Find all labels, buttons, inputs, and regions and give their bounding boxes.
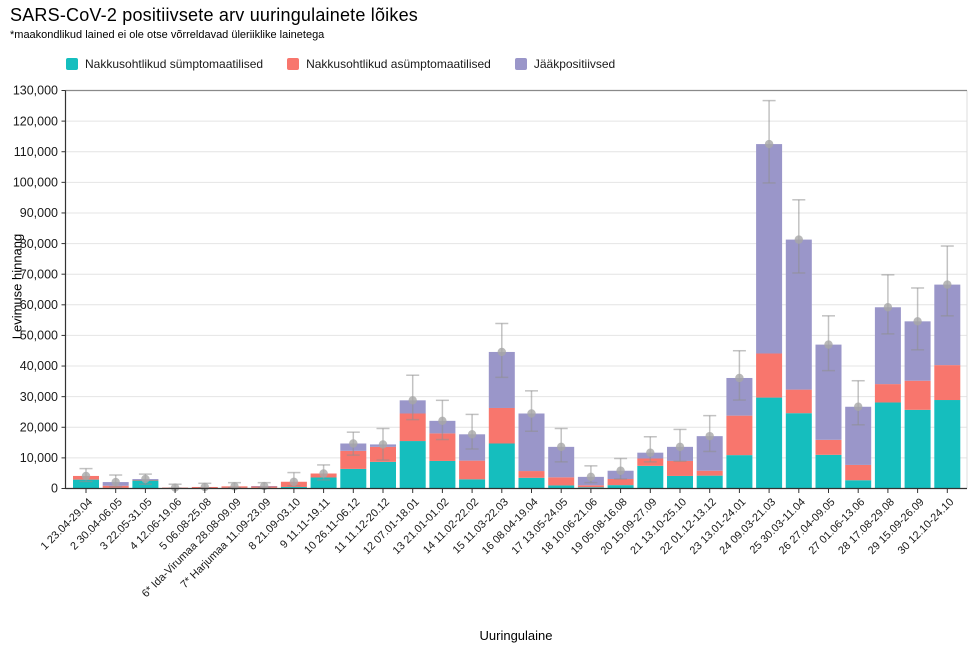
point-estimate <box>913 317 922 326</box>
bar-segment <box>577 485 604 488</box>
bar-segment <box>548 485 575 489</box>
bar-segment <box>696 470 723 476</box>
bar-segment <box>785 389 812 414</box>
y-tick-label: 90,000 <box>20 206 58 220</box>
bar-segment <box>874 384 901 403</box>
chart-title: SARS-CoV-2 positiivsete arv uuringulaine… <box>10 5 418 25</box>
bar-segment <box>429 460 456 489</box>
bar-segment <box>548 477 575 486</box>
bar-segment <box>904 380 931 410</box>
point-estimate <box>319 469 328 478</box>
point-estimate <box>408 396 417 405</box>
legend-label-residual: Jääkpositiivsed <box>533 57 616 71</box>
bar-segment <box>340 468 367 489</box>
bar-segment <box>934 365 961 401</box>
point-estimate <box>794 235 803 244</box>
point-estimate <box>438 416 447 426</box>
bar-segment <box>667 460 693 476</box>
legend-item-residual: Jääkpositiivsed <box>514 57 616 71</box>
y-tick-label: 50,000 <box>20 329 58 343</box>
point-estimate <box>467 430 477 439</box>
bar-segment <box>73 479 99 489</box>
y-tick-label: 0 <box>51 482 58 496</box>
point-estimate <box>586 472 596 482</box>
bar-segment <box>815 454 842 489</box>
point-estimate <box>378 440 388 449</box>
bar-segment <box>607 485 634 489</box>
bar-segment <box>845 464 872 481</box>
legend-item-symptomatic: Nakkusohtlikud sümptomaatilised <box>66 57 263 71</box>
point-estimate <box>735 373 744 383</box>
legend: Nakkusohtlikud sümptomaatilised Nakkusoh… <box>66 57 615 71</box>
bar-segment <box>845 480 872 489</box>
bar-segment <box>488 407 515 444</box>
point-estimate <box>764 139 774 149</box>
point-estimate <box>646 448 655 457</box>
y-tick-label: 110,000 <box>14 145 58 159</box>
bar-segment <box>696 475 723 489</box>
bar-segment <box>459 479 486 489</box>
bar-segment <box>785 413 812 489</box>
bar-segment <box>756 353 783 398</box>
point-estimate <box>111 477 120 487</box>
y-tick-label: 40,000 <box>20 359 58 373</box>
x-tick-label: 1 23.04-29.04 <box>39 496 95 552</box>
bar-segment <box>459 460 486 480</box>
bar-segment <box>280 486 307 489</box>
y-tick-label: 20,000 <box>20 420 58 434</box>
y-tick-label: 100,000 <box>13 176 58 190</box>
bar-segment <box>934 400 961 489</box>
legend-label-asymptomatic: Nakkusohtlikud asümptomaatilised <box>306 57 491 71</box>
point-estimate <box>943 280 952 289</box>
bar-segment <box>399 441 426 489</box>
bar-segment <box>726 415 753 456</box>
bar-segment <box>518 477 545 489</box>
y-tick-label: 130,000 <box>13 84 58 98</box>
point-estimate <box>883 303 893 312</box>
point-estimate <box>705 431 714 441</box>
point-estimate <box>557 442 566 452</box>
bar-segment <box>667 475 693 489</box>
point-estimate <box>675 442 685 452</box>
point-estimate <box>527 409 536 418</box>
bar-segment <box>904 409 931 489</box>
legend-swatch-symptomatic <box>66 58 78 70</box>
point-estimate <box>170 483 180 492</box>
point-estimate <box>81 471 91 481</box>
legend-swatch-asymptomatic <box>287 58 300 70</box>
legend-swatch-residual <box>514 58 527 70</box>
point-estimate <box>289 477 299 486</box>
legend-label-symptomatic: Nakkusohtlikud sümptomaatilised <box>85 57 264 71</box>
bar-segment <box>607 479 634 486</box>
bar-segment <box>577 487 604 489</box>
bar-segment <box>756 397 783 489</box>
y-tick-label: 120,000 <box>13 114 58 128</box>
bar-segment <box>370 461 396 489</box>
bar-segment <box>518 471 545 478</box>
bar-segment <box>874 402 901 489</box>
bar-segment <box>815 439 842 455</box>
y-tick-label: 80,000 <box>20 237 58 251</box>
bar-segment <box>310 477 337 489</box>
y-tick-label: 10,000 <box>20 451 58 465</box>
bar-segment <box>726 455 753 489</box>
bar-segment <box>488 443 515 489</box>
point-estimate <box>141 474 150 484</box>
y-tick-label: 70,000 <box>20 267 58 281</box>
y-tick-label: 60,000 <box>20 298 58 312</box>
point-estimate <box>497 347 506 357</box>
point-estimate <box>349 439 358 448</box>
legend-item-asymptomatic: Nakkusohtlikud asümptomaatilised <box>287 57 491 71</box>
bar-segment <box>637 465 664 489</box>
point-estimate <box>854 402 863 411</box>
chart-subtitle: *maakondlikud lained ei ole otse võrreld… <box>10 29 325 41</box>
x-axis-title: Uuringulaine <box>479 628 553 643</box>
point-estimate <box>616 466 625 475</box>
y-tick-label: 30,000 <box>20 390 58 404</box>
point-estimate <box>824 340 833 349</box>
